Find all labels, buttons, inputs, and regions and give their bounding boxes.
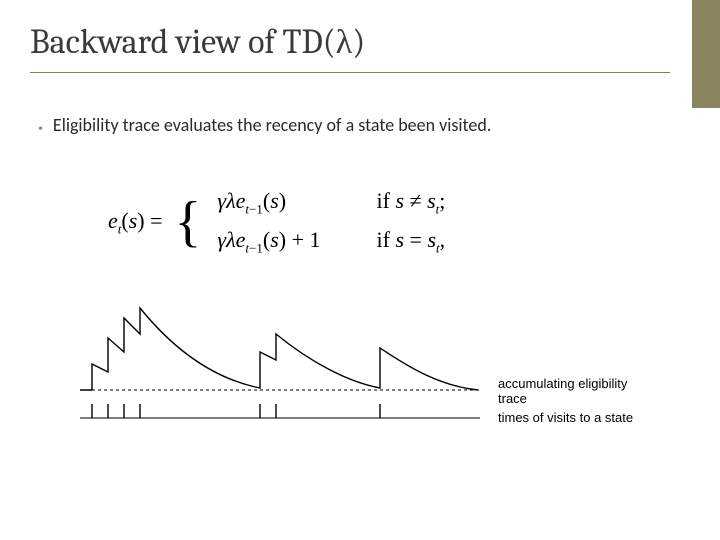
equation-case1-cond: if s ≠ st; bbox=[377, 188, 446, 217]
diagram-label-trace: accumulating eligibility trace bbox=[498, 376, 640, 406]
equation-case1-expr: γλet−1(s) bbox=[217, 188, 320, 217]
trace-curve bbox=[80, 308, 478, 390]
trace-svg bbox=[80, 300, 490, 440]
visit-ticks bbox=[92, 404, 380, 418]
bullet-marker: • bbox=[38, 123, 43, 137]
equation-conditions: if s ≠ st; if s = st, bbox=[377, 188, 446, 257]
title-underline bbox=[30, 72, 670, 73]
bullet-item: • Eligibility trace evaluates the recenc… bbox=[38, 114, 491, 136]
slide-root: Backward view of TD(λ) • Eligibility tra… bbox=[0, 0, 720, 540]
equation-lhs: et(s) = bbox=[108, 208, 163, 237]
slide-title: Backward view of TD(λ) bbox=[30, 22, 365, 62]
side-accent-bar bbox=[692, 0, 720, 108]
diagram-label-visits: times of visits to a state bbox=[498, 410, 633, 425]
equation-block: et(s) = { γλet−1(s) γλet−1(s) + 1 if s ≠… bbox=[108, 188, 445, 257]
equation-cases: γλet−1(s) γλet−1(s) + 1 bbox=[217, 188, 320, 257]
equation-case2-expr: γλet−1(s) + 1 bbox=[217, 227, 320, 256]
equation-brace: { bbox=[175, 197, 202, 247]
bullet-text: Eligibility trace evaluates the recency … bbox=[53, 114, 491, 136]
eligibility-trace-diagram: accumulating eligibility trace times of … bbox=[80, 300, 640, 450]
equation-case2-cond: if s = st, bbox=[377, 227, 446, 256]
